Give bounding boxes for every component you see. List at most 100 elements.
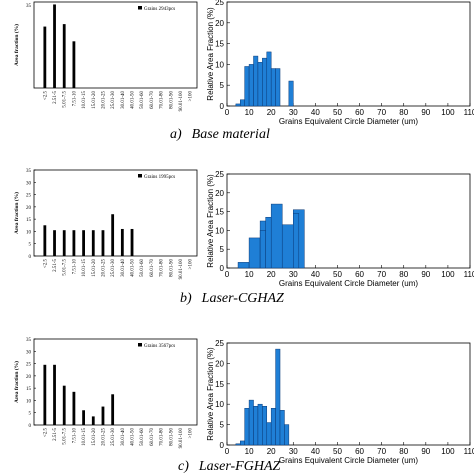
left-ytick-label-b: 20 (26, 206, 32, 211)
right-xtick-label-a: 50 (333, 108, 342, 117)
left-xtick-label-a: >100 (189, 91, 194, 102)
left-xtick-label-c: 50.01-60 (140, 428, 145, 446)
right-bar-c (253, 405, 259, 446)
caption-c: c) Laser-FGHAZ (178, 459, 280, 475)
right-xtick-label-c: 70 (377, 447, 386, 456)
left-bar-c (82, 410, 85, 425)
right-xtick-label-a: 90 (421, 108, 430, 117)
left-xtick-label-a: 10.01-15 (82, 91, 87, 109)
right-ytick-label-a: 25 (215, 0, 224, 7)
right-bar-a (248, 64, 254, 107)
left-xtick-label-c: 60.01-70 (150, 428, 155, 446)
right-xtick-label-a: 70 (377, 108, 386, 117)
left-ytick-label-c: 0 (29, 424, 32, 429)
right-xtick-label-a: 40 (311, 108, 320, 117)
right-bar-a (240, 99, 245, 107)
left-bar-a (43, 26, 47, 89)
right-xtick-label-b: 90 (421, 270, 430, 279)
left-xtick-label-b: 90.01-100 (179, 259, 184, 280)
right-ytick-label-a: 5 (220, 81, 225, 90)
right-ylabel-c: Relative Area Fraction (%) (206, 347, 215, 441)
caption-a: a) Base material (170, 127, 270, 143)
left-xtick-label-b: 20.01-25 (101, 259, 106, 277)
left-bar-b (101, 230, 105, 256)
left-xtick-label-c: <2.5 (43, 428, 48, 438)
left-xtick-label-b: 15.01-20 (92, 259, 97, 277)
right-xlabel-b: Grains Equivalent Circle Diameter (um) (279, 279, 418, 288)
left-bar-b (62, 230, 66, 256)
right-xtick-label-a: 30 (289, 108, 298, 117)
left-bar-b (82, 230, 85, 256)
caption-b-letter: b) (180, 291, 192, 306)
right-xtick-label-a: 80 (399, 108, 408, 117)
right-ytick-label-c: 10 (215, 400, 224, 409)
left-axes-frame-c (33, 338, 198, 426)
left-xtick-label-b: 40.01-50 (131, 259, 136, 277)
right-xtick-label-c: 90 (421, 447, 430, 456)
right-xtick-label-c: 20 (267, 447, 276, 456)
right-bar-c (248, 399, 254, 446)
right-xtick-label-a: 20 (267, 108, 276, 117)
right-bar-b (237, 262, 250, 269)
left-xtick-label-c: 40.01-50 (131, 428, 136, 446)
left-bar-c (111, 394, 115, 425)
right-ytick-label-a: 10 (215, 60, 224, 69)
right-bar-b (293, 213, 300, 269)
right-ytick-label-b: 15 (215, 208, 224, 217)
left-bar-b (72, 230, 76, 256)
caption-a-letter: a) (170, 127, 182, 142)
left-ytick-label-c: 5 (29, 412, 32, 417)
left-xtick-label-b: 80.01-90 (169, 259, 174, 277)
left-xtick-label-b: 70.01-80 (160, 259, 165, 277)
left-bar-c (62, 385, 66, 425)
right-bar-c (257, 403, 263, 446)
right-bar-b (270, 203, 283, 269)
left-xtick-label-a: <2.5 (43, 91, 48, 101)
right-xtick-label-c: 110 (464, 447, 474, 456)
left-xtick-label-a: 40.01-50 (131, 91, 136, 109)
right-axes-frame-c (226, 342, 471, 446)
left-ylabel-b: Area fraction (%) (13, 192, 20, 234)
left-xtick-label-c: >100 (189, 428, 194, 439)
right-bar-b (265, 216, 272, 269)
left-xtick-label-c: 15.01-20 (92, 428, 97, 446)
right-xtick-label-a: 100 (441, 108, 455, 117)
left-xtick-label-a: 7.51-10 (72, 91, 77, 107)
left-ytick-label-c: 10 (26, 399, 32, 404)
caption-b-text: Laser-CGHAZ (201, 291, 284, 306)
left-ylabel-a: Area fraction (%) (13, 24, 20, 66)
left-ytick-label-b: 35 (26, 169, 32, 174)
right-ytick-label-c: 15 (215, 380, 224, 389)
right-xtick-label-a: 10 (245, 108, 254, 117)
left-xtick-label-b: 30.01-40 (121, 259, 126, 277)
right-bar-a (262, 57, 268, 107)
right-xtick-label-c: 50 (333, 447, 342, 456)
left-xtick-label-c: 70.01-80 (160, 428, 165, 446)
right-xtick-label-a: 0 (225, 108, 230, 117)
left-xtick-label-a: 80.01-90 (169, 91, 174, 109)
right-xtick-label-c: 100 (441, 447, 455, 456)
right-xtick-label-a: 60 (355, 108, 364, 117)
left-legend-label-b: Grains 1995pcs (144, 175, 175, 180)
left-bar-c (43, 364, 47, 425)
right-xtick-label-b: 100 (441, 270, 455, 279)
right-bar-c (266, 422, 272, 446)
left-xtick-label-a: 25.01-30 (111, 91, 116, 109)
right-bar-c (279, 410, 285, 446)
left-xtick-label-b: >100 (189, 259, 194, 270)
right-ylabel-a: Relative Area Fraction (%) (206, 7, 215, 101)
right-ytick-label-a: 20 (215, 19, 224, 28)
right-ytick-label-c: 20 (215, 359, 224, 368)
right-ylabel-b: Relative Area Fraction (%) (206, 174, 215, 268)
left-bar-a (72, 41, 76, 88)
left-xtick-label-a: 2.51-5 (53, 91, 58, 104)
right-xtick-label-c: 40 (311, 447, 320, 456)
left-xtick-label-a: 50.01-60 (140, 91, 145, 109)
right-xtick-label-a: 110 (464, 108, 474, 117)
right-xtick-label-b: 20 (267, 270, 276, 279)
right-xtick-label-b: 60 (355, 270, 364, 279)
right-xtick-label-b: 50 (333, 270, 342, 279)
left-ytick-label-b: 25 (26, 194, 32, 199)
right-bar-c (275, 348, 281, 446)
right-bar-b (248, 237, 261, 269)
